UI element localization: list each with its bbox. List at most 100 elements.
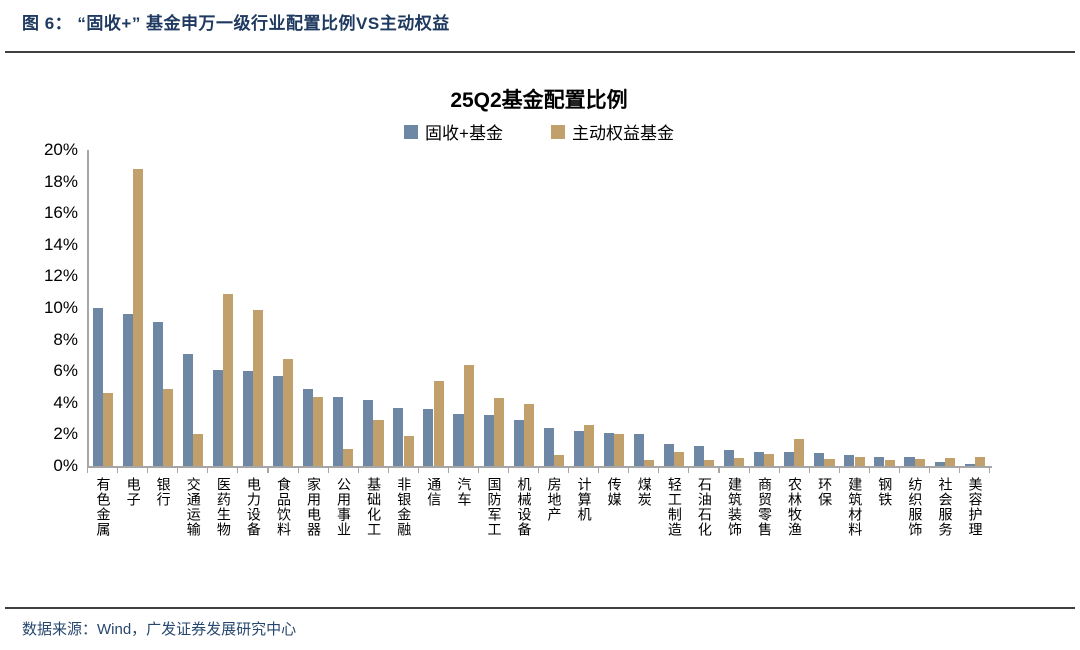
x-axis-label: 计算机: [564, 477, 604, 573]
bar-fixed-income: [182, 353, 193, 466]
x-axis-label: 医药生物: [203, 477, 243, 573]
bar-fixed-income: [483, 415, 494, 466]
bar-active-equity: [403, 436, 414, 466]
bar-fixed-income: [904, 457, 915, 466]
x-axis-label-text: 农林牧渔: [787, 477, 804, 537]
x-axis-tick: [207, 466, 209, 473]
x-axis-tick: [868, 466, 870, 473]
bar-fixed-income: [273, 375, 284, 466]
x-axis-label-text: 社会服务: [937, 477, 954, 537]
y-axis-label: 20%: [43, 140, 78, 159]
y-axis-line: [87, 150, 89, 468]
bar-active-equity: [313, 396, 324, 466]
x-axis-tick: [357, 466, 359, 473]
bar-active-equity: [433, 380, 444, 466]
x-axis-tick: [778, 466, 780, 473]
bar-fixed-income: [663, 443, 675, 466]
y-axis-label: 16%: [43, 203, 78, 223]
data-source: 数据来源：Wind，广发证券发展研究中心: [22, 621, 297, 638]
y-axis-label: 18%: [43, 171, 78, 191]
x-axis-tick: [237, 466, 239, 473]
bar-fixed-income: [393, 407, 404, 466]
bar-active-equity: [463, 364, 474, 466]
divider-bottom: [5, 607, 1075, 609]
x-axis-label: 电子: [113, 477, 153, 573]
x-axis-tick: [688, 466, 690, 473]
bar-fixed-income: [152, 322, 163, 466]
x-axis-label: 非银金融: [384, 477, 424, 573]
x-axis-label-text: 银行: [155, 477, 172, 507]
legend-item-active-equity: 主动权益基金: [550, 119, 674, 144]
x-axis-label-text: 房地产: [546, 477, 563, 522]
x-axis-label: 煤炭: [624, 477, 664, 573]
x-axis-label: 电力设备: [233, 477, 273, 573]
x-axis-label: 传媒: [594, 477, 634, 573]
y-axis-label: 12%: [43, 266, 78, 286]
x-axis-label: 美容护理: [955, 477, 995, 573]
bar-fixed-income: [423, 409, 434, 466]
x-axis-tick: [598, 466, 600, 473]
bar-fixed-income: [513, 420, 524, 466]
bar-active-equity: [944, 458, 955, 466]
bar-fixed-income: [633, 434, 644, 466]
x-axis-label: 农林牧渔: [775, 477, 815, 573]
x-axis-label-text: 建筑装饰: [726, 477, 743, 537]
bar-fixed-income: [242, 371, 254, 466]
x-axis-label-text: 通信: [426, 477, 443, 507]
x-axis-label-text: 机械设备: [516, 477, 533, 537]
bar-active-equity: [553, 454, 564, 466]
x-axis-tick: [808, 466, 810, 473]
x-axis-tick: [297, 466, 299, 473]
x-axis-label-text: 轻工制造: [666, 477, 683, 537]
bar-fixed-income: [333, 396, 344, 466]
x-axis-label: 食品饮料: [263, 477, 303, 573]
x-axis-label-text: 公用事业: [336, 477, 353, 537]
bar-fixed-income: [543, 428, 554, 466]
bar-active-equity: [343, 448, 354, 466]
bar-active-equity: [914, 458, 925, 466]
x-axis-tick: [958, 466, 961, 473]
x-axis-tick: [387, 466, 389, 473]
bar-fixed-income: [754, 451, 765, 466]
bar-active-equity: [824, 458, 835, 466]
bar-active-equity: [644, 459, 655, 466]
bar-active-equity: [493, 398, 504, 466]
bar-active-equity: [583, 424, 595, 466]
x-axis-tick: [267, 466, 269, 473]
x-axis-label: 钢铁: [865, 477, 905, 573]
x-axis-label-text: 钢铁: [877, 477, 894, 507]
x-axis-label: 房地产: [534, 477, 574, 573]
x-axis-label: 纺织服饰: [895, 477, 935, 573]
x-axis-label: 基础化工: [354, 477, 394, 573]
x-axis-tick: [538, 466, 540, 473]
x-axis-label: 汽车: [444, 477, 484, 573]
x-axis-label: 机械设备: [504, 477, 544, 573]
x-axis-tick: [327, 466, 329, 473]
bar-fixed-income: [844, 454, 855, 466]
bar-fixed-income: [874, 457, 885, 466]
y-axis-label: 10%: [43, 298, 78, 317]
x-axis-label: 国防军工: [474, 477, 514, 573]
x-axis-tick: [147, 466, 149, 473]
bar-fixed-income: [934, 462, 945, 467]
x-axis-label: 银行: [143, 477, 183, 573]
x-axis-label-text: 家用电器: [306, 477, 323, 537]
figure-caption: 图 6： “固收+” 基金申万一级行业配置比例VS主动权益: [22, 14, 450, 33]
bar-active-equity: [794, 439, 805, 466]
x-axis-label-text: 交通运输: [185, 477, 202, 537]
x-axis-label: 家用电器: [294, 477, 334, 573]
bar-active-equity: [674, 451, 685, 466]
x-axis-label-text: 食品饮料: [275, 477, 292, 537]
x-axis-tick: [838, 466, 840, 473]
bar-active-equity: [373, 420, 384, 466]
bar-fixed-income: [693, 445, 705, 466]
x-axis-label: 社会服务: [925, 477, 965, 573]
y-axis-label: 8%: [53, 329, 78, 349]
x-axis-label: 建筑装饰: [714, 477, 754, 573]
x-axis-label: 商贸零售: [745, 477, 785, 573]
bar-fixed-income: [964, 463, 975, 466]
bar-active-equity: [854, 456, 865, 466]
y-axis-label: 0%: [53, 456, 78, 475]
x-axis-label-text: 医药生物: [215, 477, 232, 537]
